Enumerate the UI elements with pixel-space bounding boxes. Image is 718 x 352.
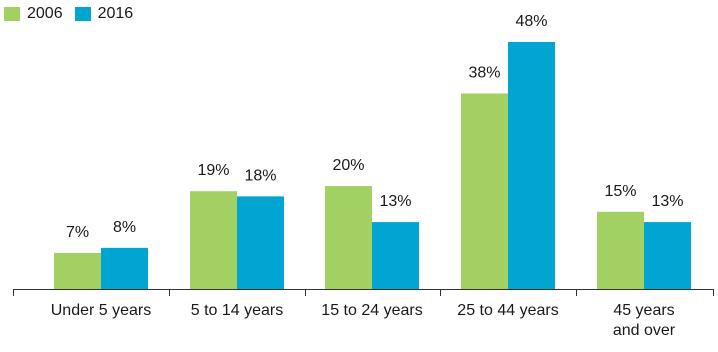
category-label-3: 25 to 44 years [457, 302, 558, 319]
value-label-2016-3: 48% [515, 13, 547, 30]
bar-2016-4 [644, 222, 691, 289]
category-label-2: 15 to 24 years [321, 302, 422, 319]
category-label-4: 45 years and over [613, 302, 676, 339]
legend-label-2016: 2016 [97, 5, 134, 22]
bar-2006-0 [54, 252, 101, 289]
value-label-2016-4: 13% [651, 193, 683, 210]
bar-2006-3 [461, 93, 508, 289]
value-label-2006-1: 19% [197, 162, 229, 179]
legend-item-2016: 2016 [74, 5, 134, 23]
category-label-0: Under 5 years [51, 302, 152, 319]
value-label-2006-4: 15% [604, 183, 636, 200]
value-label-2016-1: 18% [244, 167, 276, 184]
legend-swatch-2006 [4, 7, 20, 21]
value-label-2006-2: 20% [332, 157, 364, 174]
value-label-2006-3: 38% [468, 64, 500, 81]
bar-2006-4 [597, 211, 644, 289]
bar-2016-0 [101, 247, 148, 289]
legend-swatch-2016 [74, 7, 91, 21]
bar-2006-2 [325, 186, 372, 289]
legend: 2006 2016 [4, 5, 145, 23]
legend-label-2006: 2006 [27, 5, 63, 22]
category-label-1: 5 to 14 years [191, 302, 284, 319]
value-label-2006-0: 7% [66, 224, 89, 241]
bar-2006-1 [190, 191, 237, 289]
bar-2016-1 [237, 196, 284, 289]
bar-2016-3 [508, 42, 555, 289]
legend-item-2006: 2006 [4, 5, 63, 23]
value-label-2016-0: 8% [113, 219, 136, 236]
bar-2016-2 [372, 222, 419, 289]
value-label-2016-2: 13% [379, 193, 411, 210]
